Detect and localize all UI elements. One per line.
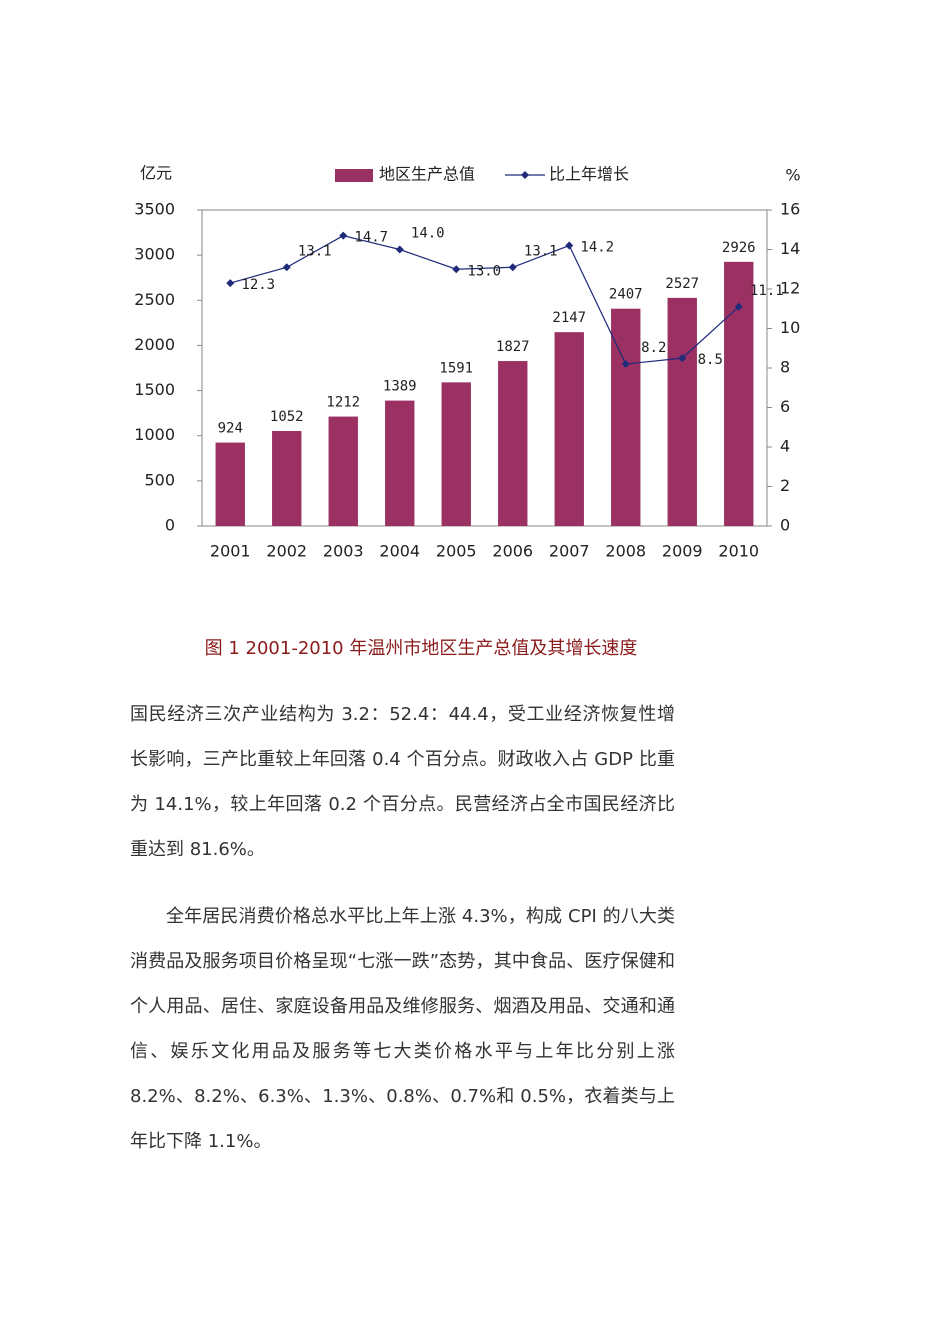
document-body: 国民经济三次产业结构为 3.2：52.4：44.4，受工业经济恢复性增长影响，三… (130, 692, 675, 1186)
bar-value-label: 2407 (609, 287, 643, 303)
y-tick-label: 2500 (134, 290, 175, 309)
line-marker (395, 245, 404, 254)
y2-tick-label: 12 (780, 279, 800, 298)
y2-tick-label: 14 (780, 239, 800, 258)
y2-tick-label: 2 (780, 476, 790, 495)
y-axis-title: 亿元 (140, 164, 172, 183)
y2-tick-label: 4 (780, 437, 790, 456)
y2-tick-label: 6 (780, 397, 790, 416)
y2-tick-label: 0 (780, 516, 790, 535)
line-marker (452, 265, 461, 274)
line-value-label: 14.7 (354, 230, 388, 246)
legend-label: 地区生产总值 (379, 165, 475, 184)
line-marker (678, 354, 687, 363)
line-value-label: 13.0 (467, 263, 501, 279)
line (230, 235, 740, 365)
bar (667, 297, 697, 526)
x-tick-label: 2004 (379, 542, 420, 561)
x-tick-label: 2007 (549, 542, 590, 561)
x-tick-label: 2002 (266, 542, 307, 561)
x-tick-label: 2010 (718, 542, 759, 561)
y-tick-label: 0 (165, 516, 175, 535)
x-tick-label: 2001 (210, 542, 251, 561)
legend-label: 比上年增长 (549, 165, 629, 184)
bar (272, 431, 302, 526)
y2-axis-title: % (785, 166, 800, 185)
bar (328, 416, 358, 526)
legend-swatch (335, 169, 373, 182)
line-marker (734, 302, 743, 311)
line-value-label: 8.5 (698, 352, 723, 368)
line-marker (621, 360, 630, 369)
figure-caption: 图 1 2001-2010 年温州市地区生产总值及其增长速度 (204, 638, 638, 659)
x-tick-label: 2008 (605, 542, 646, 561)
bar-value-label: 1591 (439, 360, 473, 376)
line-value-label: 14.2 (580, 240, 614, 256)
line-value-label: 13.1 (298, 243, 332, 259)
line-marker (508, 263, 517, 272)
y-tick-label: 2000 (134, 335, 175, 354)
x-tick-label: 2006 (492, 542, 533, 561)
line-value-label: 11.1 (750, 283, 784, 299)
bar-value-label: 1827 (496, 339, 530, 355)
bar-value-label: 2527 (665, 276, 699, 292)
y2-tick-label: 8 (780, 358, 790, 377)
y-tick-label: 500 (144, 470, 175, 489)
chart: 亿元 % 0 500 1000 1500 2000 2500 3000 3500 0 2 4 6 8 10 12… (134, 164, 800, 561)
bar-value-label: 1052 (270, 409, 304, 425)
bar (554, 332, 584, 526)
y-tick-label: 1000 (134, 425, 175, 444)
y-tick-label: 3500 (134, 200, 175, 219)
y2-tick-label: 10 (780, 318, 800, 337)
y2-tick-label: 16 (780, 200, 800, 219)
bar-value-label: 2147 (552, 310, 586, 326)
line-marker (339, 231, 348, 240)
line-marker (282, 263, 291, 272)
y-tick-label: 3000 (134, 245, 175, 264)
bar-value-label: 2926 (722, 240, 756, 256)
bar (724, 261, 754, 526)
bar-value-label: 924 (218, 421, 243, 437)
x-tick-label: 2009 (662, 542, 703, 561)
line-value-label: 12.3 (241, 277, 275, 293)
x-tick-label: 2005 (436, 542, 477, 561)
legend-swatch (521, 171, 529, 179)
bar (385, 400, 415, 526)
line-value-label: 8.2 (641, 340, 666, 356)
paragraph: 国民经济三次产业结构为 3.2：52.4：44.4，受工业经济恢复性增长影响，三… (130, 704, 675, 860)
bar-value-label: 1212 (326, 395, 360, 411)
y-tick-label: 1500 (134, 380, 175, 399)
bar (441, 382, 471, 526)
line-marker (226, 279, 235, 288)
line-value-label: 14.0 (411, 226, 445, 242)
bar (215, 442, 245, 526)
line-value-label: 13.1 (524, 243, 558, 259)
bar (498, 361, 528, 526)
paragraph: 全年居民消费价格总水平比上年上涨 4.3%，构成 CPI 的八大类消费品及服务项… (130, 906, 675, 1152)
bar-value-label: 1389 (383, 379, 417, 395)
x-tick-label: 2003 (323, 542, 364, 561)
line-marker (565, 241, 574, 250)
